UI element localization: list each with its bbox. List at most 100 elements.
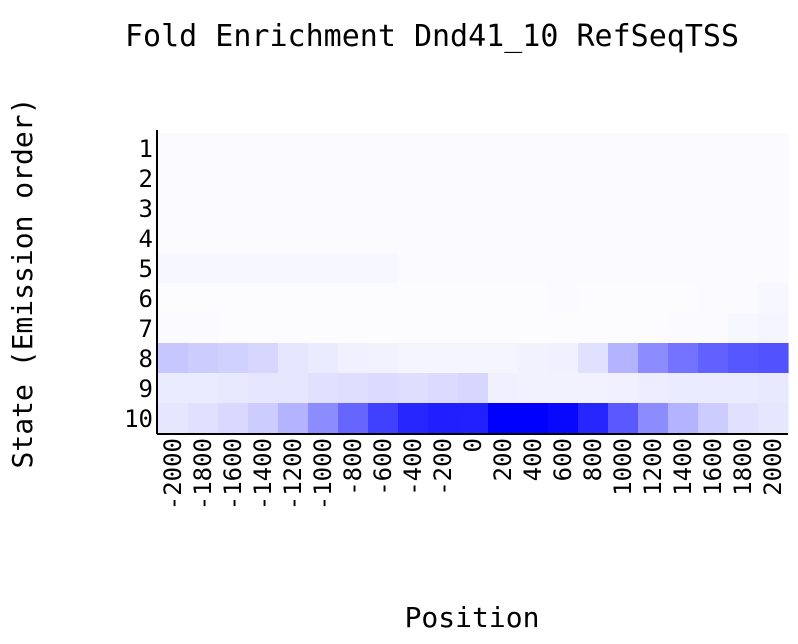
x-tick-label: -1200	[279, 438, 307, 510]
x-tick-label: -800	[339, 438, 367, 496]
heatmap-cell	[158, 313, 189, 344]
heatmap-cell	[518, 253, 549, 284]
heatmap-cell	[338, 133, 369, 164]
heatmap-cell	[248, 313, 279, 344]
heatmap-cell	[488, 343, 519, 374]
heatmap-cell	[458, 253, 489, 284]
heatmap-cell	[158, 133, 189, 164]
heatmap-cell	[758, 163, 789, 194]
x-tick-label: -400	[399, 438, 427, 496]
heatmap-cell	[548, 223, 579, 254]
heatmap-cell	[368, 223, 399, 254]
heatmap-cell	[278, 343, 309, 374]
heatmap-cell	[728, 343, 759, 374]
heatmap-cell	[158, 193, 189, 224]
heatmap-cell	[278, 193, 309, 224]
heatmap-cell	[188, 313, 219, 344]
heatmap-cell	[668, 193, 699, 224]
heatmap-cell	[458, 403, 489, 434]
heatmap-cell	[698, 343, 729, 374]
heatmap-cell	[518, 343, 549, 374]
heatmap-cell	[458, 223, 489, 254]
heatmap-cell	[218, 223, 249, 254]
heatmap-cell	[188, 163, 219, 194]
heatmap-cell	[308, 193, 339, 224]
x-tick-label: 2000	[759, 438, 787, 496]
x-tick-label: 1000	[609, 438, 637, 496]
heatmap-cell	[518, 283, 549, 314]
heatmap-cell	[728, 163, 759, 194]
y-tick-label: 3	[139, 195, 153, 223]
heatmap-cell	[308, 343, 339, 374]
heatmap-cell	[308, 403, 339, 434]
heatmap-cell	[758, 283, 789, 314]
heatmap-cell	[158, 283, 189, 314]
heatmap-cell	[758, 133, 789, 164]
x-axis-label: Position	[405, 601, 540, 634]
heatmap-cell	[218, 253, 249, 284]
heatmap-cell	[428, 403, 459, 434]
heatmap-cell	[398, 283, 429, 314]
heatmap-cell	[728, 373, 759, 404]
x-tick-label: 600	[549, 438, 577, 481]
heatmap-cell	[248, 163, 279, 194]
heatmap-cell	[518, 223, 549, 254]
heatmap-cell	[758, 343, 789, 374]
heatmap-cell	[488, 313, 519, 344]
heatmap-cell	[638, 193, 669, 224]
heatmap-cell	[668, 223, 699, 254]
heatmap-cell	[698, 163, 729, 194]
y-tick-label: 10	[124, 405, 153, 433]
heatmap-cell	[278, 283, 309, 314]
heatmap-cell	[548, 313, 579, 344]
heatmap-cell	[608, 283, 639, 314]
heatmap-cell	[368, 133, 399, 164]
heatmap-cell	[398, 253, 429, 284]
heatmap-cell	[548, 133, 579, 164]
heatmap-cell	[728, 133, 759, 164]
y-tick-label: 9	[139, 375, 153, 403]
heatmap-cell	[668, 373, 699, 404]
heatmap-cell	[578, 133, 609, 164]
heatmap-cell	[428, 313, 459, 344]
heatmap-cell	[428, 133, 459, 164]
heatmap-cell	[518, 403, 549, 434]
heatmap-cell	[698, 403, 729, 434]
chart-title: Fold Enrichment Dnd41_10 RefSeqTSS	[125, 19, 739, 54]
heatmap-cell	[218, 403, 249, 434]
heatmap-cell	[728, 283, 759, 314]
heatmap-cell	[158, 403, 189, 434]
y-axis-label: State (Emission order)	[6, 98, 39, 469]
heatmap-cell	[548, 373, 579, 404]
heatmap-cell	[188, 133, 219, 164]
heatmap-cell	[458, 313, 489, 344]
heatmap-cell	[308, 283, 339, 314]
heatmap-cell	[398, 403, 429, 434]
heatmap-cell	[308, 223, 339, 254]
heatmap-cell	[308, 253, 339, 284]
heatmap-cell	[758, 403, 789, 434]
heatmap-cell	[608, 223, 639, 254]
heatmap-cell	[728, 313, 759, 344]
heatmap-cell	[368, 313, 399, 344]
heatmap-cell	[548, 163, 579, 194]
heatmap-cell	[398, 223, 429, 254]
heatmap-cell	[638, 283, 669, 314]
heatmap-cell	[428, 373, 459, 404]
heatmap-cell	[338, 403, 369, 434]
heatmap-cell	[548, 403, 579, 434]
heatmap-cell	[578, 193, 609, 224]
heatmap-cell	[158, 163, 189, 194]
heatmap-cell	[368, 163, 399, 194]
heatmap-cell	[218, 343, 249, 374]
heatmap-cell	[428, 193, 459, 224]
heatmap-cell	[188, 373, 219, 404]
heatmap-cell	[248, 403, 279, 434]
heatmap-cell	[518, 313, 549, 344]
heatmap-cell	[548, 253, 579, 284]
heatmap-cell	[578, 163, 609, 194]
heatmap-cell	[638, 313, 669, 344]
heatmap-cell	[248, 373, 279, 404]
heatmap-cell	[758, 313, 789, 344]
